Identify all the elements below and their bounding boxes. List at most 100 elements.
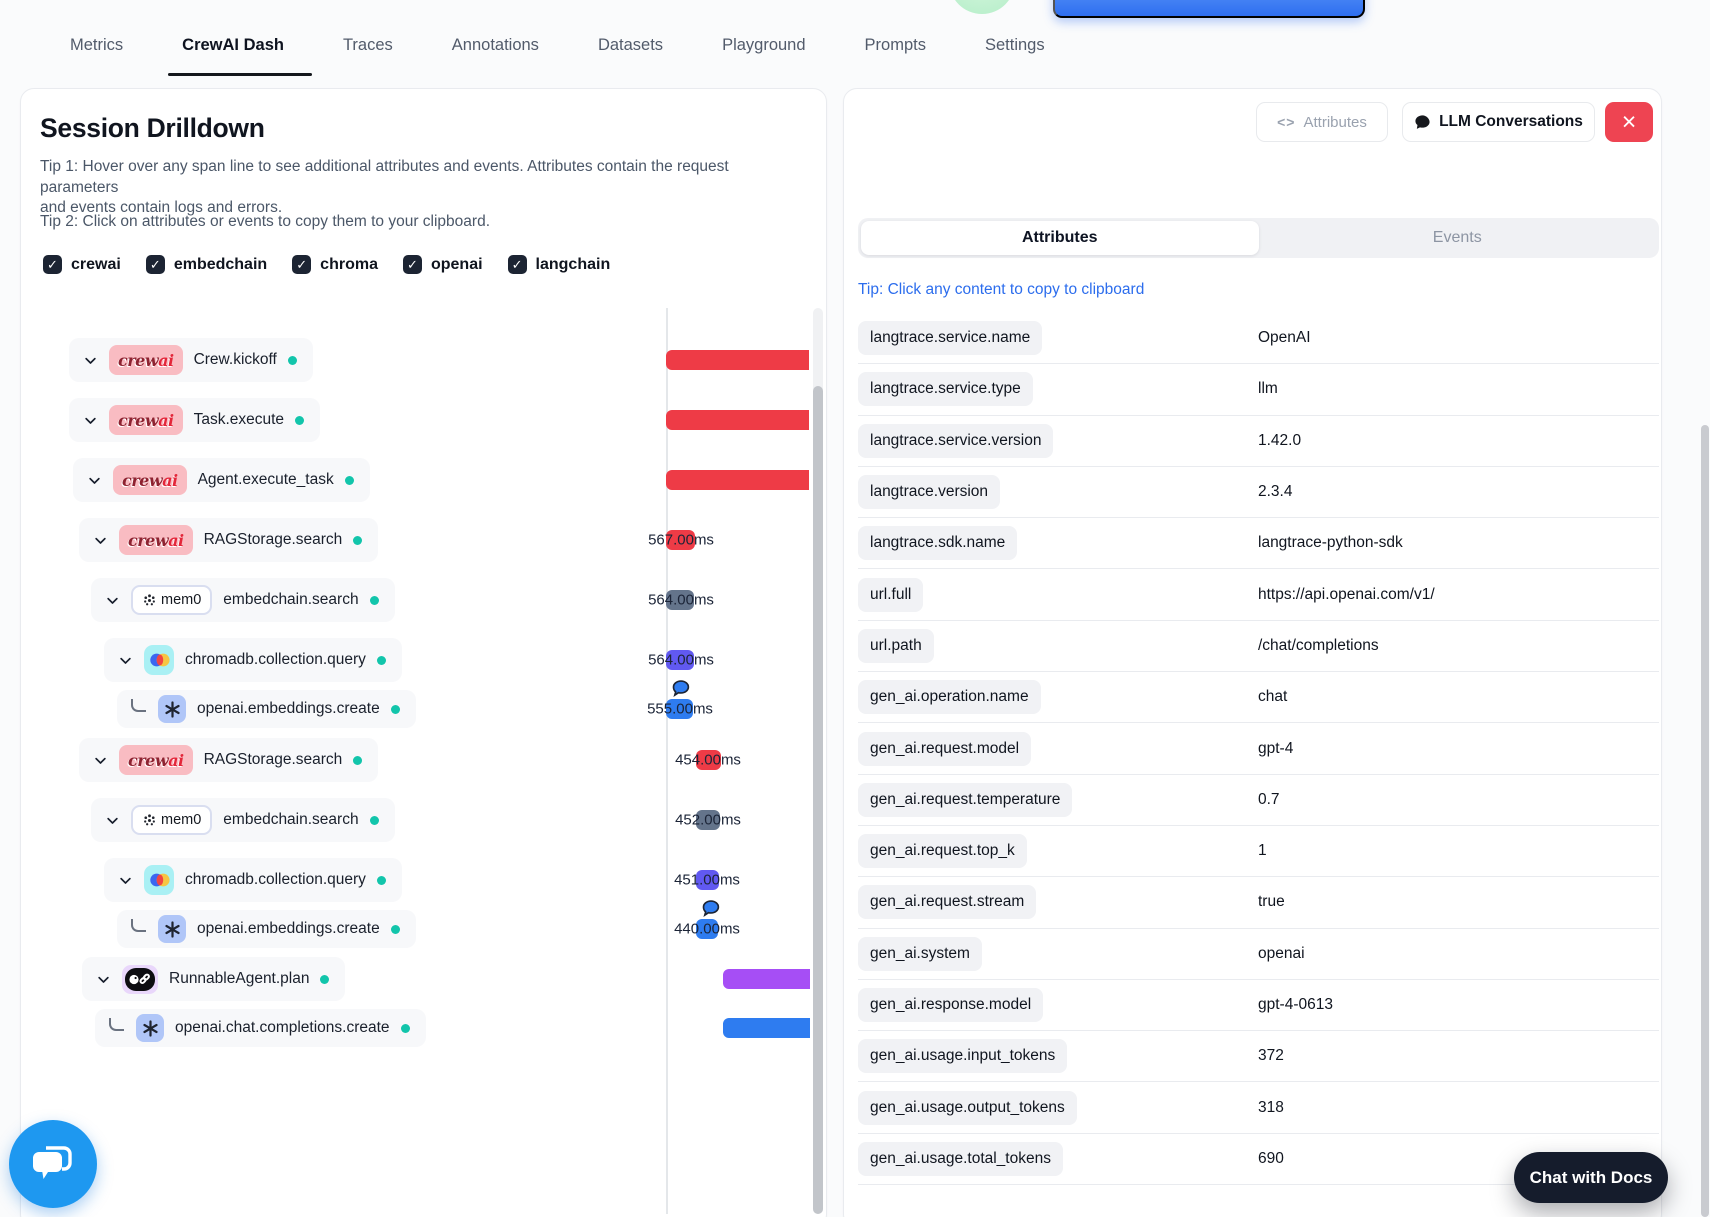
span-row-chromadb-collection-query[interactable]: chromadb.collection.query <box>104 858 402 902</box>
span-row-embedchain-search[interactable]: mem0 embedchain.search <box>91 578 395 622</box>
openai-logo-icon <box>158 915 186 943</box>
checkbox-chroma[interactable]: ✓ <box>292 255 312 274</box>
attribute-key[interactable]: langtrace.service.name <box>858 321 1043 356</box>
nav-tab-playground[interactable]: Playground <box>722 36 806 54</box>
span-duration-bar[interactable] <box>723 1018 810 1038</box>
attributes-header-button[interactable]: <> Attributes <box>1256 102 1388 142</box>
tab-attributes[interactable]: Attributes <box>861 221 1259 255</box>
attribute-value[interactable]: gpt-4 <box>1258 739 1294 757</box>
attribute-key[interactable]: langtrace.sdk.name <box>858 526 1018 561</box>
page-scrollbar-thumb[interactable] <box>1701 425 1709 1217</box>
span-row-agent-execute-task[interactable]: crew ai Agent.execute_task <box>73 458 370 502</box>
attribute-value[interactable]: 0.7 <box>1258 790 1280 808</box>
tab-events[interactable]: Events <box>1432 229 1482 246</box>
attribute-key[interactable]: gen_ai.system <box>858 936 982 971</box>
attribute-key[interactable]: langtrace.service.type <box>858 372 1033 407</box>
span-duration-bar[interactable] <box>666 410 809 430</box>
attribute-key[interactable]: gen_ai.usage.total_tokens <box>858 1141 1063 1176</box>
intercom-chat-icon <box>33 1146 72 1179</box>
chevron-down-icon[interactable] <box>105 813 120 828</box>
attribute-key[interactable]: langtrace.version <box>858 475 1001 510</box>
checkbox-langchain[interactable]: ✓ <box>507 255 527 274</box>
span-duration-bar[interactable] <box>723 969 810 989</box>
checkbox-crewai[interactable]: ✓ <box>43 255 62 274</box>
span-row-crew-kickoff[interactable]: crew ai Crew.kickoff <box>69 338 313 382</box>
span-row-runnableagent-plan[interactable]: RunnableAgent.plan <box>82 957 346 1001</box>
span-row-ragstorage-search[interactable]: crew ai RAGStorage.search <box>79 518 379 562</box>
attribute-value[interactable]: llm <box>1258 380 1278 398</box>
span-duration-bar[interactable] <box>666 530 695 550</box>
chevron-down-icon[interactable] <box>87 473 102 488</box>
attribute-value[interactable]: /chat/completions <box>1258 636 1379 654</box>
span-row-task-execute[interactable]: crew ai Task.execute <box>69 398 321 442</box>
attribute-key[interactable]: gen_ai.usage.input_tokens <box>858 1039 1068 1074</box>
attribute-value[interactable]: 318 <box>1258 1098 1284 1116</box>
span-row-openai-embeddings-create[interactable]: openai.embeddings.create <box>117 910 416 948</box>
span-row-embedchain-search[interactable]: mem0 embedchain.search <box>91 798 395 842</box>
chevron-down-icon[interactable] <box>83 353 98 368</box>
span-duration-bar[interactable] <box>666 590 694 610</box>
attribute-key[interactable]: langtrace.service.version <box>858 423 1054 458</box>
span-duration-bar[interactable] <box>666 350 809 370</box>
chevron-down-icon[interactable] <box>93 533 108 548</box>
span-duration-bar[interactable] <box>696 919 718 939</box>
attribute-key[interactable]: gen_ai.request.model <box>858 731 1032 766</box>
get-credits-button[interactable]: Get more FREE credits for feedback » <box>1053 0 1365 18</box>
attribute-key[interactable]: gen_ai.usage.output_tokens <box>858 1090 1077 1125</box>
attribute-value[interactable]: https://api.openai.com/v1/ <box>1258 585 1435 603</box>
span-duration-bar[interactable] <box>666 650 694 670</box>
span-duration-bar[interactable] <box>696 870 719 890</box>
attribute-key[interactable]: url.path <box>858 628 934 663</box>
llm-conversations-button[interactable]: LLM Conversations <box>1402 102 1595 142</box>
attribute-key[interactable]: gen_ai.operation.name <box>858 680 1041 715</box>
attribute-key[interactable]: gen_ai.response.model <box>858 988 1044 1022</box>
attribute-value[interactable]: 690 <box>1258 1149 1284 1167</box>
span-duration-bar[interactable] <box>696 810 720 830</box>
span-row-chromadb-collection-query[interactable]: chromadb.collection.query <box>104 638 402 682</box>
span-row-ragstorage-search[interactable]: crew ai RAGStorage.search <box>79 738 379 782</box>
tree-connector <box>131 699 146 712</box>
span-row-openai-chat-completions-create[interactable]: openai.chat.completions.create <box>95 1009 426 1047</box>
user-avatar <box>949 0 1015 14</box>
attribute-key[interactable]: url.full <box>858 577 924 612</box>
span-duration-bar[interactable] <box>666 699 693 719</box>
nav-tab-traces[interactable]: Traces <box>342 36 393 54</box>
attribute-value[interactable]: openai <box>1258 944 1305 962</box>
span-duration-bar[interactable] <box>696 750 721 770</box>
attribute-value[interactable]: gpt-4-0613 <box>1258 996 1333 1013</box>
span-duration-bar[interactable] <box>666 470 809 490</box>
nav-tab-annotations[interactable]: Annotations <box>451 36 539 54</box>
attribute-value[interactable]: 1.42.0 <box>1258 431 1302 449</box>
nav-tab-prompts[interactable]: Prompts <box>864 36 926 54</box>
chat-with-docs-button[interactable]: Chat with Docs <box>1514 1152 1668 1203</box>
attribute-key[interactable]: gen_ai.request.top_k <box>858 834 1027 869</box>
attribute-key[interactable]: gen_ai.request.stream <box>858 885 1037 920</box>
attribute-key[interactable]: gen_ai.request.temperature <box>858 782 1073 817</box>
chevron-down-icon[interactable] <box>118 653 133 668</box>
attribute-row: url.full https://api.openai.com/v1/ <box>858 569 1659 621</box>
span-name: openai.embeddings.create <box>197 700 380 717</box>
tree-scrollbar-thumb[interactable] <box>813 386 823 1214</box>
checkbox-embedchain[interactable]: ✓ <box>145 255 165 274</box>
filter-openai: ✓ openai <box>402 255 483 274</box>
chevron-down-icon[interactable] <box>118 873 133 888</box>
close-button[interactable]: × <box>1605 102 1653 142</box>
nav-tab-datasets[interactable]: Datasets <box>597 36 664 54</box>
attribute-value[interactable]: true <box>1258 893 1285 911</box>
attribute-value[interactable]: OpenAI <box>1258 329 1311 347</box>
checkbox-openai[interactable]: ✓ <box>402 255 422 274</box>
span-row-openai-embeddings-create[interactable]: openai.embeddings.create <box>117 690 416 728</box>
chevron-down-icon[interactable] <box>93 753 108 768</box>
nav-tab-metrics[interactable]: Metrics <box>70 36 124 54</box>
attribute-value[interactable]: chat <box>1258 688 1288 706</box>
nav-tab-crewai-dash[interactable]: CrewAI Dash <box>182 36 284 54</box>
attribute-value[interactable]: 1 <box>1258 842 1267 860</box>
attribute-value[interactable]: langtrace-python-sdk <box>1258 534 1403 552</box>
chevron-down-icon[interactable] <box>96 972 111 987</box>
chat-widget-button[interactable] <box>9 1120 97 1208</box>
chevron-down-icon[interactable] <box>83 413 98 428</box>
attribute-value[interactable]: 372 <box>1258 1047 1284 1065</box>
nav-tab-settings[interactable]: Settings <box>984 36 1045 54</box>
chevron-down-icon[interactable] <box>105 593 120 608</box>
attribute-value[interactable]: 2.3.4 <box>1258 483 1293 501</box>
